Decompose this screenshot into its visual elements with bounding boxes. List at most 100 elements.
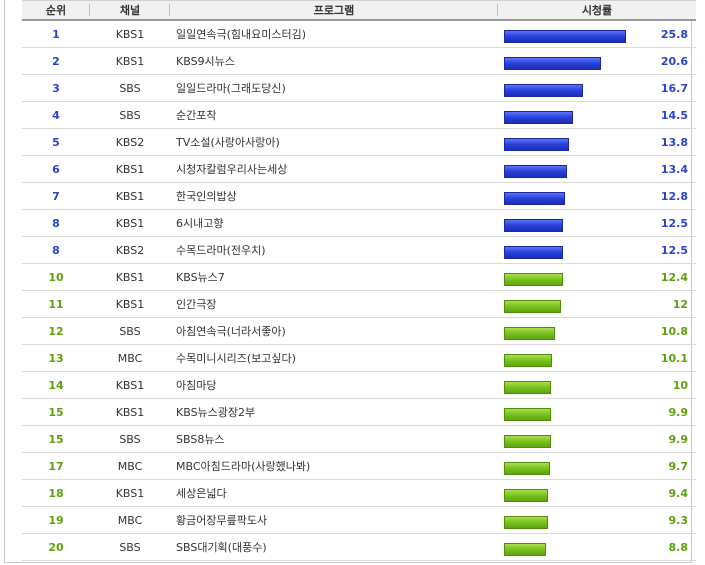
rating-bar xyxy=(504,354,552,367)
rating-cell: 8.8 xyxy=(498,533,696,561)
rating-bar xyxy=(504,300,561,313)
rating-value: 9.7 xyxy=(668,460,689,473)
rating-value: 25.8 xyxy=(660,28,688,41)
rating-value: 9.9 xyxy=(668,406,689,419)
rank-cell: 8 xyxy=(22,209,90,237)
rating-value: 10 xyxy=(672,379,688,392)
channel-cell: MBC xyxy=(90,506,170,534)
table-row: 2 KBS1 KBS9시뉴스 20.6 xyxy=(22,47,696,75)
rating-cell: 10 xyxy=(498,371,696,399)
rating-value: 9.9 xyxy=(668,433,689,446)
rank-cell: 11 xyxy=(22,290,90,318)
program-cell: 수목드라마(전우치) xyxy=(170,236,498,264)
rating-cell: 12.8 xyxy=(498,182,696,210)
rating-cell: 13.4 xyxy=(498,155,696,183)
program-cell: SBS대기획(대풍수) xyxy=(170,533,498,561)
rating-cell: 12 xyxy=(498,290,696,318)
program-cell: 6시내고향 xyxy=(170,209,498,237)
rating-cell: 9.9 xyxy=(498,398,696,426)
channel-cell: SBS xyxy=(90,425,170,453)
rating-bar xyxy=(504,165,567,178)
rating-value: 12 xyxy=(672,298,688,311)
program-cell: TV소설(사랑아사랑아) xyxy=(170,128,498,156)
channel-cell: KBS1 xyxy=(90,20,170,48)
rating-value: 16.7 xyxy=(660,82,688,95)
rating-cell: 12.5 xyxy=(498,236,696,264)
program-cell: 세상은넓다 xyxy=(170,479,498,507)
channel-cell: KBS1 xyxy=(90,155,170,183)
program-cell: 한국인의밥상 xyxy=(170,182,498,210)
table-row: 15 KBS1 KBS뉴스광장2부 9.9 xyxy=(22,398,696,426)
program-cell: 황금어장무릎팍도사 xyxy=(170,506,498,534)
channel-cell: SBS xyxy=(90,74,170,102)
channel-cell: SBS xyxy=(90,533,170,561)
program-cell: KBS9시뉴스 xyxy=(170,47,498,75)
rating-bar xyxy=(504,30,626,43)
rank-cell: 17 xyxy=(22,452,90,480)
channel-cell: KBS1 xyxy=(90,398,170,426)
rating-value: 14.5 xyxy=(660,109,688,122)
rating-bar xyxy=(504,246,563,259)
rating-bar xyxy=(504,489,548,502)
rank-cell: 4 xyxy=(22,101,90,129)
rating-value: 13.4 xyxy=(660,163,688,176)
rating-value: 20.6 xyxy=(660,55,688,68)
program-cell: 아침연속극(너라서좋아) xyxy=(170,317,498,345)
rating-value: 10.1 xyxy=(660,352,688,365)
rating-bar xyxy=(504,57,601,70)
table-row: 17 MBC MBC아침드라마(사랑했나봐) 9.7 xyxy=(22,452,696,480)
rating-bar xyxy=(504,543,546,556)
rating-bar xyxy=(504,327,555,340)
rank-cell: 3 xyxy=(22,74,90,102)
rank-cell: 20 xyxy=(22,533,90,561)
rank-cell: 8 xyxy=(22,236,90,264)
table-row: 14 KBS1 아침마당 10 xyxy=(22,371,696,399)
program-cell: MBC아침드라마(사랑했나봐) xyxy=(170,452,498,480)
table-row: 4 SBS 순간포착 14.5 xyxy=(22,101,696,129)
rating-bar xyxy=(504,435,551,448)
table-row: 19 MBC 황금어장무릎팍도사 9.3 xyxy=(22,506,696,534)
table-row: 10 KBS1 KBS뉴스7 12.4 xyxy=(22,263,696,291)
table-row: 8 KBS1 6시내고향 12.5 xyxy=(22,209,696,237)
rating-cell: 10.1 xyxy=(498,344,696,372)
rating-cell: 16.7 xyxy=(498,74,696,102)
rating-value: 8.8 xyxy=(668,541,689,554)
ratings-table: 순위 채널 프로그램 시청률 1 KBS1 일일연속극(힘내요미스터김) 25.8 2 K… xyxy=(22,0,696,561)
rating-bar xyxy=(504,462,550,475)
rating-cell: 9.4 xyxy=(498,479,696,507)
rating-value: 12.5 xyxy=(660,217,688,230)
channel-cell: KBS2 xyxy=(90,236,170,264)
rating-bar xyxy=(504,138,569,151)
rating-value: 12.8 xyxy=(660,190,688,203)
channel-cell: KBS1 xyxy=(90,182,170,210)
header-program: 프로그램 xyxy=(170,0,498,21)
rating-cell: 14.5 xyxy=(498,101,696,129)
header-channel: 채널 xyxy=(90,0,170,21)
rank-cell: 14 xyxy=(22,371,90,399)
table-row: 12 SBS 아침연속극(너라서좋아) 10.8 xyxy=(22,317,696,345)
rank-cell: 7 xyxy=(22,182,90,210)
rating-cell: 10.8 xyxy=(498,317,696,345)
channel-cell: KBS1 xyxy=(90,263,170,291)
program-cell: 일일드라마(그래도당신) xyxy=(170,74,498,102)
rating-value: 12.5 xyxy=(660,244,688,257)
rating-cell: 12.4 xyxy=(498,263,696,291)
rating-bar xyxy=(504,84,583,97)
table-row: 5 KBS2 TV소설(사랑아사랑아) 13.8 xyxy=(22,128,696,156)
rating-value: 9.3 xyxy=(668,514,689,527)
table-row: 18 KBS1 세상은넓다 9.4 xyxy=(22,479,696,507)
program-cell: KBS뉴스7 xyxy=(170,263,498,291)
table-row: 8 KBS2 수목드라마(전우치) 12.5 xyxy=(22,236,696,264)
rank-cell: 15 xyxy=(22,398,90,426)
rank-cell: 12 xyxy=(22,317,90,345)
rating-cell: 9.7 xyxy=(498,452,696,480)
rating-bar xyxy=(504,111,573,124)
table-row: 11 KBS1 인간극장 12 xyxy=(22,290,696,318)
rank-cell: 18 xyxy=(22,479,90,507)
program-cell: 아침마당 xyxy=(170,371,498,399)
table-row: 20 SBS SBS대기획(대풍수) 8.8 xyxy=(22,533,696,561)
channel-cell: KBS1 xyxy=(90,479,170,507)
rank-cell: 6 xyxy=(22,155,90,183)
rank-cell: 13 xyxy=(22,344,90,372)
program-cell: 수목미니시리즈(보고싶다) xyxy=(170,344,498,372)
